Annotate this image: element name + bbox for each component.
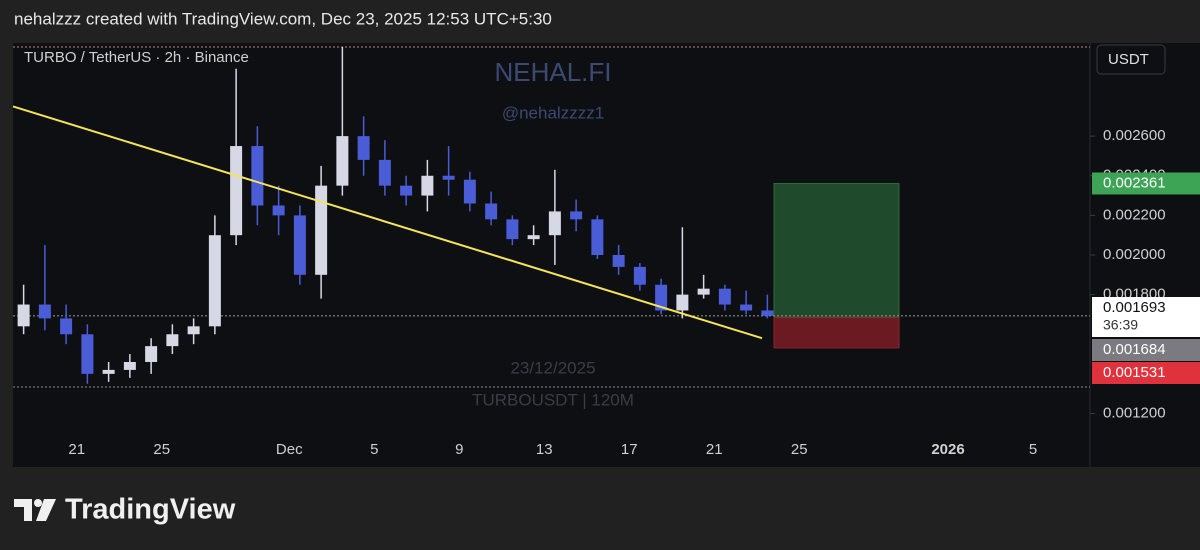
x-tick-label: 21 — [706, 441, 723, 458]
x-tick-label: 17 — [621, 441, 638, 458]
candle-body — [60, 318, 73, 335]
candle-body — [740, 304, 753, 311]
entry-price-label-box — [1092, 339, 1200, 361]
candle-body — [336, 136, 349, 186]
candle-body — [293, 215, 306, 275]
candle-body — [570, 211, 583, 220]
logo-mark — [14, 499, 32, 521]
stop-price-label-box — [1092, 362, 1200, 384]
candle-body — [676, 294, 689, 311]
brand-name: TradingView — [65, 494, 236, 526]
candle-body — [17, 304, 30, 327]
x-tick-label: 9 — [455, 441, 463, 458]
y-tick-label: 0.002200 — [1103, 206, 1166, 223]
trend-line — [12, 105, 763, 340]
candle-body — [315, 185, 328, 275]
candle-body — [145, 346, 158, 362]
candle-body — [102, 369, 115, 374]
logo-mark — [34, 499, 42, 507]
logo-mark — [36, 499, 56, 521]
x-tick-label: 13 — [536, 441, 553, 458]
candle-body — [400, 185, 413, 196]
profit-zone — [773, 182, 900, 319]
currency-label[interactable]: USDT — [1108, 51, 1149, 68]
x-tick-label: 5 — [1029, 441, 1037, 458]
candle-body — [485, 203, 498, 220]
currency-box[interactable] — [1096, 44, 1166, 75]
header-text: nehalzzz created with TradingView.com, D… — [14, 9, 552, 28]
candle-body — [548, 211, 561, 236]
candle-body — [123, 361, 136, 370]
candle-body — [655, 284, 668, 311]
y-tick-label: 0.001200 — [1103, 404, 1166, 421]
countdown: 36:39 — [1103, 317, 1138, 333]
entry-price-label: 0.001684 — [1103, 341, 1166, 358]
date-watermark: 23/12/2025 — [510, 358, 595, 377]
x-tick-label: 25 — [791, 441, 808, 458]
candle-body — [527, 235, 540, 240]
symbol-title: TURBO / TetherUS · 2h · Binance — [24, 49, 249, 66]
x-tick-label: 5 — [370, 441, 378, 458]
candle-body — [633, 266, 646, 285]
candle-body — [208, 235, 221, 327]
x-tick-label: 21 — [68, 441, 85, 458]
candle-body — [187, 326, 200, 335]
x-tick-label: 25 — [153, 441, 170, 458]
brand-logo — [14, 499, 56, 521]
candle-body — [166, 334, 179, 347]
last-price-label: 0.001693 — [1103, 299, 1166, 316]
stop-price-label: 0.001531 — [1103, 364, 1166, 381]
target-price-label: 0.002361 — [1103, 174, 1166, 191]
candle-body — [38, 304, 51, 319]
watermark: @nehalzzzz1 — [502, 103, 604, 122]
candle-body — [612, 255, 625, 267]
candle-body — [591, 219, 604, 255]
candle-body — [81, 334, 94, 374]
candle-body — [251, 146, 264, 206]
y-tick-label: 0.002600 — [1103, 127, 1166, 144]
candle-body — [463, 179, 476, 204]
x-tick-label: Dec — [276, 441, 303, 458]
candle-body — [357, 136, 370, 160]
candle-body — [718, 288, 731, 305]
candle-body — [761, 310, 774, 316]
target-price-label-box — [1092, 172, 1200, 195]
x-tick-label: 2026 — [931, 441, 964, 458]
candle-body — [378, 159, 391, 186]
symbol-watermark: TURBOUSDT | 120M — [472, 390, 634, 409]
loss-zone — [773, 317, 900, 349]
watermark: NEHAL.FI — [494, 57, 611, 87]
candle-body — [421, 175, 434, 196]
candle-body — [230, 146, 243, 236]
y-tick-label: 0.002000 — [1103, 246, 1166, 263]
candle-body — [272, 205, 285, 216]
candle-body — [442, 175, 455, 180]
candle-body — [506, 219, 519, 240]
last-price-label-box — [1092, 297, 1200, 337]
candle-body — [697, 288, 710, 295]
